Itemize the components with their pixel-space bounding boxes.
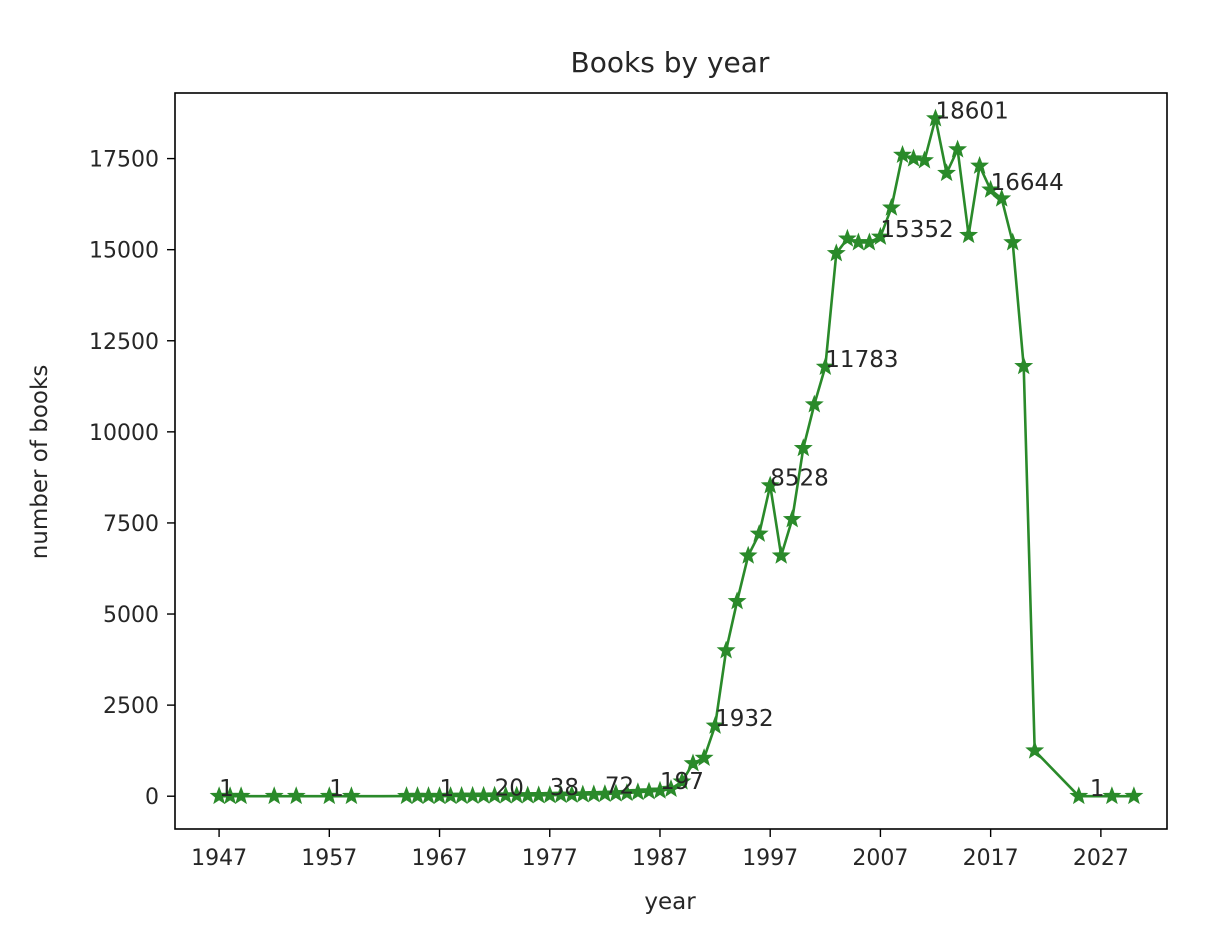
data-label: 1 — [1090, 776, 1105, 802]
data-point-marker — [705, 715, 725, 734]
data-point-marker — [826, 243, 846, 262]
data-point-marker — [1102, 786, 1122, 805]
axes-frame — [174, 92, 1168, 830]
data-point-marker — [992, 188, 1012, 207]
x-tick-label: 1957 — [301, 846, 357, 871]
data-label: 38 — [550, 775, 579, 801]
chart-title: Books by year — [571, 46, 770, 79]
y-tick-label: 5000 — [103, 603, 159, 628]
x-tick-label: 2027 — [1073, 846, 1129, 871]
x-tick-label: 2017 — [963, 846, 1019, 871]
data-label: 1 — [329, 776, 344, 802]
x-tick-label: 1997 — [742, 846, 798, 871]
data-point-marker — [804, 394, 824, 413]
data-label: 72 — [605, 774, 634, 800]
data-point-marker — [694, 748, 714, 766]
data-point-marker — [970, 155, 990, 174]
data-point-marker — [782, 509, 802, 528]
x-tick-label: 2007 — [852, 846, 908, 871]
data-point-marker — [882, 197, 901, 216]
y-tick-label: 17500 — [89, 148, 159, 173]
data-point-marker — [683, 753, 703, 772]
data-point-marker — [716, 640, 736, 659]
data-point-marker — [981, 179, 1001, 198]
data-point-marker — [319, 786, 339, 805]
y-tick-label: 15000 — [89, 239, 159, 264]
data-point-marker — [1124, 786, 1144, 805]
y-axis-ticks: 0 2500 5000 7500 10000 12500 15000 17500 — [89, 148, 175, 810]
data-point-marker — [264, 786, 284, 805]
data-point-marker — [727, 591, 747, 610]
data-point-marker — [793, 438, 813, 457]
y-tick-label: 2500 — [103, 694, 159, 719]
plot-area: 1 1 1 20 38 72 197 1932 8528 11783 15352 18601 16644… — [209, 98, 1144, 805]
data-label: 15352 — [880, 217, 953, 243]
x-tick-label: 1987 — [632, 846, 688, 871]
data-point-marker — [837, 228, 857, 247]
x-axis-ticks: 1947 1957 1967 1977 1987 1997 2007 2017 2027 — [191, 829, 1129, 871]
data-point-marker — [815, 356, 835, 375]
y-tick-label: 10000 — [89, 421, 159, 446]
data-point-marker — [286, 786, 306, 805]
data-label: 18601 — [936, 98, 1009, 124]
data-point-marker — [749, 523, 769, 542]
data-point-marker — [1025, 740, 1045, 759]
x-tick-label: 1947 — [191, 846, 247, 871]
data-point-marker — [926, 108, 945, 127]
data-point-marker — [937, 163, 956, 182]
data-point-marker — [231, 786, 251, 805]
y-tick-label: 0 — [145, 785, 159, 810]
data-point-marker — [904, 148, 923, 167]
x-tick-label: 1977 — [522, 846, 578, 871]
data-point-marker — [948, 139, 968, 158]
data-label: 1 — [219, 776, 234, 802]
data-label: 1 — [440, 776, 455, 802]
data-label: 20 — [495, 775, 524, 801]
y-tick-label: 7500 — [103, 512, 159, 537]
data-point-marker — [672, 771, 692, 790]
data-point-marker — [859, 232, 879, 251]
data-point-marker — [1069, 786, 1089, 805]
data-point-marker — [1014, 356, 1034, 375]
data-label: 8528 — [770, 465, 829, 491]
data-point-marker — [870, 226, 890, 245]
data-point-marker — [771, 545, 791, 564]
x-axis-label: year — [644, 889, 696, 915]
data-label: 16644 — [991, 170, 1064, 196]
data-point-marker — [915, 150, 934, 169]
x-tick-label: 1967 — [412, 846, 468, 871]
data-point-marker — [959, 225, 979, 244]
data-point-marker — [341, 786, 361, 805]
data-point-marker — [738, 545, 758, 564]
data-point-marker — [760, 475, 780, 494]
data-label: 197 — [660, 769, 704, 795]
data-point-marker — [1003, 232, 1023, 251]
data-label: 11783 — [825, 347, 898, 373]
y-tick-label: 12500 — [89, 330, 159, 355]
y-axis-label: number of books — [27, 365, 53, 560]
data-point-marker — [893, 144, 912, 163]
data-label: 1932 — [715, 706, 774, 732]
